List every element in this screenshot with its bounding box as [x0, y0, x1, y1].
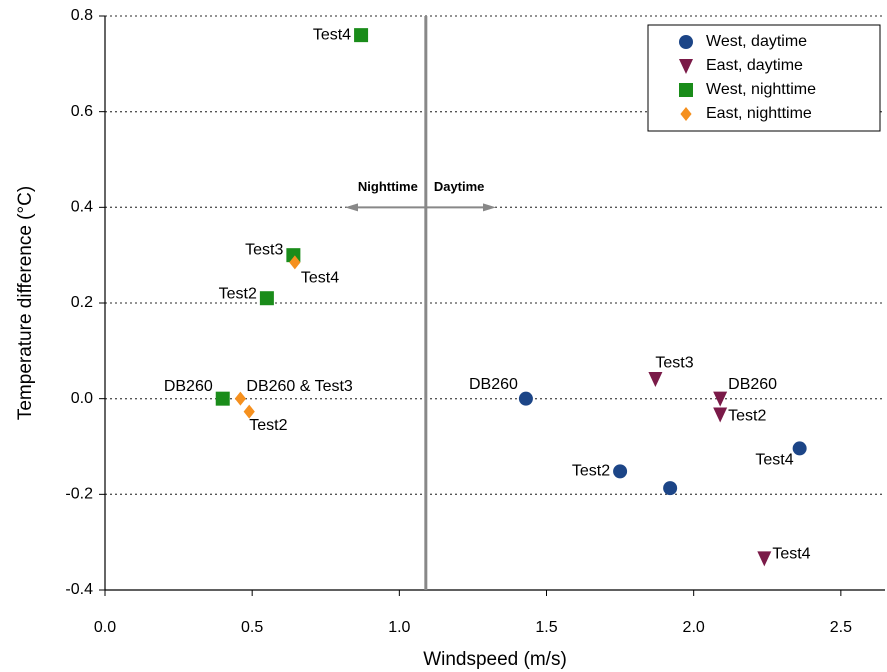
legend-marker — [680, 107, 692, 121]
annotation: Daytime — [434, 179, 485, 194]
x-tick-label: 0.0 — [94, 619, 116, 636]
legend-label: West, nighttime — [706, 81, 816, 98]
point-label: Test4 — [772, 546, 810, 563]
point-label: Test3 — [245, 241, 283, 258]
legend-label: East, nighttime — [706, 105, 812, 122]
y-tick-label: 0.4 — [71, 199, 93, 216]
legend-marker — [679, 35, 693, 49]
legend-label: East, daytime — [706, 57, 803, 74]
arrow-head — [345, 203, 358, 212]
point — [215, 391, 230, 406]
point — [289, 255, 301, 270]
y-tick-label: 0.8 — [71, 7, 93, 24]
point — [713, 407, 728, 423]
x-tick-label: 2.5 — [830, 619, 852, 636]
y-tick-label: 0.6 — [71, 103, 93, 120]
y-tick-label: 0.2 — [71, 294, 93, 311]
point — [792, 441, 807, 456]
point-label: Test4 — [313, 26, 351, 43]
x-tick-label: 1.5 — [535, 619, 557, 636]
point-label: Test2 — [219, 285, 257, 302]
point — [243, 404, 255, 419]
point — [518, 391, 533, 406]
x-tick-label: 0.5 — [241, 619, 263, 636]
point-label: Test2 — [249, 417, 287, 434]
point-label: DB260 & Test3 — [246, 378, 353, 395]
annotation: Nighttime — [358, 179, 418, 194]
point — [713, 391, 728, 407]
y-axis-title: Temperature difference (°C) — [15, 186, 36, 420]
point — [663, 481, 678, 496]
y-tick-label: -0.4 — [65, 581, 93, 598]
x-tick-label: 2.0 — [683, 619, 705, 636]
legend-label: West, daytime — [706, 33, 807, 50]
x-tick-label: 1.0 — [388, 619, 410, 636]
point — [613, 464, 628, 479]
point — [234, 391, 246, 406]
y-tick-label: -0.2 — [65, 486, 93, 503]
point — [354, 28, 369, 43]
point — [648, 372, 663, 388]
point-label: DB260 — [728, 376, 777, 393]
point — [757, 551, 772, 567]
x-axis-title: Windspeed (m/s) — [423, 649, 567, 670]
point-label: Test2 — [728, 408, 766, 425]
point-label: Test4 — [755, 452, 793, 469]
legend-marker — [679, 83, 693, 97]
point-label: DB260 — [469, 376, 518, 393]
point-label: DB260 — [164, 378, 213, 395]
y-tick-label: 0.0 — [71, 390, 93, 407]
point — [259, 291, 274, 306]
point-label: Test3 — [655, 354, 693, 371]
point-label: Test2 — [572, 463, 610, 480]
point-label: Test4 — [301, 270, 339, 287]
arrow-head — [483, 203, 496, 212]
legend-marker — [679, 59, 693, 74]
